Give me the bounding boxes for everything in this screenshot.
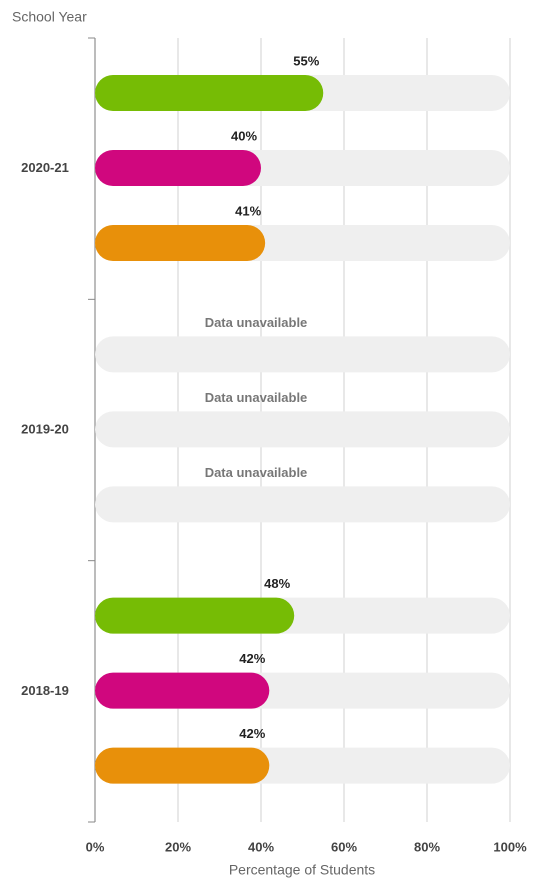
value-label: 40%: [231, 128, 257, 143]
x-tick-label: 100%: [493, 839, 527, 854]
x-tick-label: 80%: [414, 839, 440, 854]
x-tick-label: 20%: [165, 839, 191, 854]
x-tick-label: 0%: [86, 839, 105, 854]
x-tick-label: 60%: [331, 839, 357, 854]
x-axis-title: Percentage of Students: [229, 862, 375, 878]
bar: [95, 597, 295, 634]
bar-track: [95, 336, 510, 373]
bar: [95, 672, 270, 709]
y-axis-title: School Year: [12, 9, 87, 25]
y-tick-label: 2020-21: [21, 160, 69, 175]
bar-track: [95, 486, 510, 523]
value-label: 55%: [293, 53, 319, 68]
bar-track: [95, 411, 510, 448]
bar: [95, 150, 261, 186]
y-tick-label: 2018-19: [21, 683, 69, 698]
value-label: Data unavailable: [205, 315, 308, 330]
x-tick-label: 40%: [248, 839, 274, 854]
value-label: 42%: [239, 651, 265, 666]
value-label: Data unavailable: [205, 390, 308, 405]
bar: [95, 747, 270, 784]
bar: [95, 75, 324, 111]
value-label: 41%: [235, 203, 261, 218]
value-label: 48%: [264, 576, 290, 591]
y-tick-label: 2019-20: [21, 421, 69, 436]
value-label: Data unavailable: [205, 465, 308, 480]
value-label: 42%: [239, 726, 265, 741]
bar: [95, 225, 266, 261]
